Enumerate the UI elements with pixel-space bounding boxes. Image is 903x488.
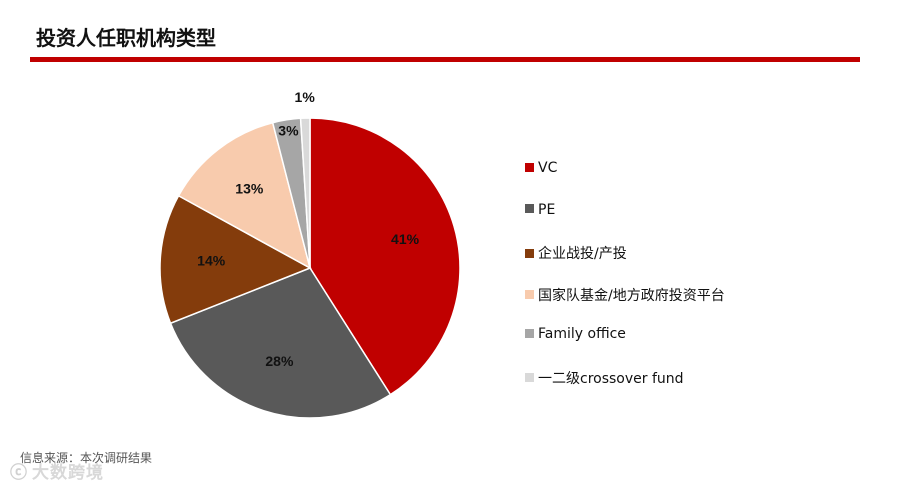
legend-label: VC bbox=[538, 160, 558, 176]
legend-item-item-2: 企业战投/产投 bbox=[525, 243, 627, 263]
pie-slice-2 bbox=[159, 194, 312, 325]
pie-label-0: 41% bbox=[391, 231, 420, 247]
logo-icon: ⓒ bbox=[10, 463, 28, 483]
legend-item-crossover-fund-5: 一二级crossover fund bbox=[525, 368, 684, 388]
legend-label: Family office bbox=[538, 326, 626, 342]
legend-swatch bbox=[525, 290, 534, 299]
page-title: 投资人任职机构类型 bbox=[36, 26, 216, 50]
pie-label-5: 1% bbox=[295, 89, 316, 105]
pie-slice-0 bbox=[309, 117, 461, 396]
legend-swatch bbox=[525, 373, 534, 382]
pie-label-2: 14% bbox=[197, 252, 226, 268]
watermark: ⓒ 大数跨境 bbox=[10, 458, 104, 483]
pie-slice-3 bbox=[177, 121, 312, 270]
pie-label-1: 28% bbox=[265, 353, 294, 369]
legend-swatch bbox=[525, 248, 534, 258]
title-underline bbox=[30, 57, 860, 62]
legend-item-family-office-4: Family office bbox=[525, 326, 626, 342]
pie-data-labels: 41% 28% 14% 13% 3% 1% bbox=[197, 89, 419, 369]
legend-swatch bbox=[525, 162, 534, 172]
source-note: 信息来源：本次调研结果 bbox=[20, 451, 153, 465]
legend-label: 国家队基金/地方政府投资平台 bbox=[538, 287, 725, 304]
legend-label: 一二级crossover fund bbox=[538, 370, 684, 387]
legend-label: 企业战投/产投 bbox=[538, 246, 627, 262]
pie-label-4: 3% bbox=[278, 122, 299, 138]
pie-label-3: 13% bbox=[235, 180, 264, 196]
legend-swatch bbox=[525, 328, 534, 338]
legend-item-vc-0: VC bbox=[525, 160, 557, 176]
watermark-text: 大数跨境 bbox=[32, 463, 104, 483]
pie-slice-5 bbox=[299, 117, 311, 269]
legend-item-item-3: 国家队基金/地方政府投资平台 bbox=[525, 285, 725, 305]
legend-label: PE bbox=[538, 201, 556, 218]
pie-slices bbox=[159, 117, 461, 419]
legend-swatch bbox=[525, 204, 534, 213]
legend-item-pe-1: PE bbox=[525, 202, 555, 218]
pie-slice-1 bbox=[169, 267, 392, 419]
